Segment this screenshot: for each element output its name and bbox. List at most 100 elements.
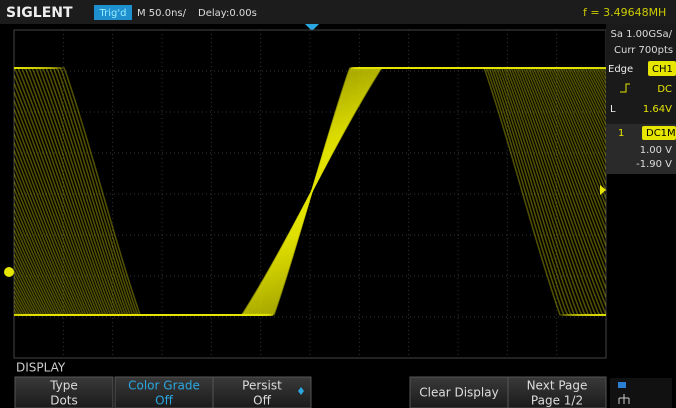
waveform-trace (14, 67, 606, 316)
waveform-trace (14, 67, 606, 316)
waveform-trace (14, 67, 606, 316)
channel-coupling: DC1M (646, 128, 676, 139)
trigger-position-marker (305, 24, 319, 31)
trigger-status: Trig'd (99, 8, 127, 19)
waveform-trace (14, 67, 606, 316)
waveform-trace (14, 67, 606, 316)
waveform-trace (14, 67, 606, 316)
waveform-trace (14, 67, 606, 316)
waveform-trace (14, 67, 606, 316)
waveform-trace (14, 67, 606, 316)
waveform-trace (14, 67, 606, 316)
button-value: Dots (50, 394, 78, 408)
level-label: L (610, 104, 616, 115)
waveform-trace (14, 67, 606, 316)
waveform-trace (14, 67, 606, 316)
button-label: Persist (242, 379, 282, 393)
trigger-level: 1.64V (643, 104, 672, 115)
waveform-trace (14, 67, 606, 316)
button-value: Page 1/2 (531, 394, 583, 408)
waveform-trace (14, 67, 606, 316)
usb-icon (618, 382, 626, 388)
waveform-trace (14, 67, 606, 316)
brand: SIGLENT (6, 5, 73, 21)
edge-icon (620, 83, 630, 93)
waveform-trace (14, 67, 606, 316)
button-value: Off (253, 394, 271, 408)
waveform-trace (14, 67, 606, 316)
waveform-trace (14, 67, 606, 316)
trigger-coupling: DC (657, 84, 672, 95)
frequency: f = 3.49648MH (583, 6, 666, 19)
button-face (409, 376, 509, 408)
trigger-status-box (94, 5, 132, 20)
waveform-trace (14, 67, 606, 316)
channel-coupling-box (642, 126, 676, 140)
waveform-trace (14, 67, 606, 316)
waveform-trace (14, 67, 606, 316)
sample-rate: Sa 1.00GSa/ (610, 29, 672, 40)
waveform-trace (14, 67, 606, 316)
waveform-trace (14, 67, 606, 316)
button-face (507, 376, 607, 408)
trigger-source: CH1 (652, 64, 673, 75)
waveform-trace (14, 67, 606, 316)
waveform-trace (14, 67, 606, 316)
waveform-trace (14, 67, 606, 316)
button-label: Color Grade (128, 379, 200, 393)
waveform-trace (14, 67, 606, 316)
waveform-trace (14, 67, 606, 316)
waveform-trace (14, 67, 606, 316)
menu-button[interactable]: Clear Display (409, 376, 509, 408)
waveform-trace (14, 67, 606, 316)
waveform-trace (14, 67, 606, 316)
waveform-trace (14, 67, 606, 316)
waveform-trace (14, 67, 606, 316)
grid (14, 30, 606, 358)
waveform-trace (14, 67, 606, 316)
button-face (114, 376, 214, 408)
waveform-trace (14, 67, 606, 316)
button-label: Type (49, 379, 78, 393)
button-face (212, 376, 312, 408)
channel-number: 1 (618, 128, 624, 139)
memory-depth: Curr 700pts (614, 45, 673, 56)
waveform-trace (14, 67, 606, 316)
waveform-trace (14, 67, 606, 316)
waveform-trace (14, 67, 606, 316)
waveform-trace (14, 67, 606, 316)
waveform-trace (14, 67, 606, 316)
knob-icon (298, 387, 304, 395)
button-face (14, 376, 114, 408)
channel-offset: -1.90 V (636, 159, 672, 170)
waveform-trace (14, 67, 606, 316)
button-label: Clear Display (419, 386, 498, 400)
waveform-trace (14, 67, 606, 316)
trigger-type: Edge (608, 64, 633, 75)
trigger-level-marker (600, 185, 606, 195)
waveform-trace (14, 67, 606, 316)
timebase: M 50.0ns/ (137, 8, 187, 19)
waveform-trace (14, 67, 606, 316)
channel-scale: 1.00 V (640, 145, 672, 156)
button-label: Next Page (527, 379, 588, 393)
network-icon (618, 394, 630, 404)
waveform-trace (14, 67, 606, 316)
waveform-trace (14, 67, 606, 316)
waveform-trace (14, 67, 606, 316)
waveform-trace (14, 67, 606, 316)
waveform-trace (14, 67, 606, 316)
channel-marker (4, 267, 14, 277)
waveform-trace (14, 67, 606, 316)
waveform-trace (14, 67, 606, 316)
menu-title: DISPLAY (16, 361, 66, 375)
waveform-trace (14, 67, 606, 316)
button-value: Off (155, 394, 173, 408)
waveform-trace (14, 67, 606, 316)
